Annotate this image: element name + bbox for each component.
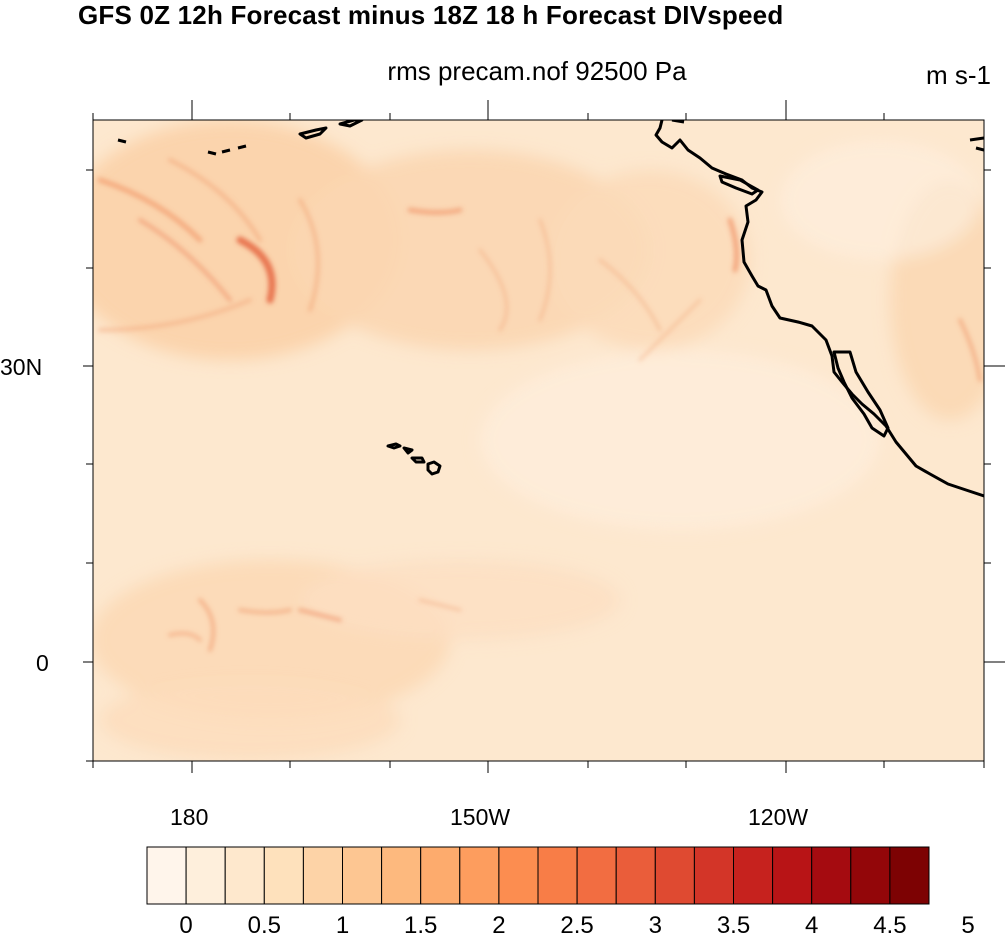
colorbar-swatch	[537, 846, 578, 905]
colorbar-swatch	[381, 846, 422, 905]
lat-label-0: 0	[36, 650, 49, 676]
colorbar-label: 0	[179, 912, 193, 939]
field-shading	[93, 120, 984, 761]
colorbar-swatch	[459, 846, 500, 905]
colorbar-swatch	[342, 846, 383, 905]
colorbar-swatch	[420, 846, 461, 905]
colorbar-swatch	[146, 846, 187, 905]
colorbar-label: 2.5	[560, 912, 594, 939]
colorbar-swatch	[654, 846, 695, 905]
colorbar-label: 2	[492, 912, 506, 939]
colorbar-label: 4	[805, 912, 819, 939]
colorbar-swatch	[850, 846, 891, 905]
colorbar-swatch	[733, 846, 774, 905]
colorbar-swatch	[615, 846, 656, 905]
axis-ticks	[83, 100, 1005, 773]
colorbar-label: 0.5	[247, 912, 281, 939]
colorbar	[146, 846, 930, 905]
plot-frame	[92, 119, 985, 762]
colorbar-swatch	[498, 846, 539, 905]
map-subtitle: rms precam.nof 92500 Pa	[387, 56, 687, 86]
lon-label-150w: 150W	[450, 804, 511, 830]
colorbar-swatch	[811, 846, 852, 905]
lon-label-180: 180	[170, 804, 209, 830]
colorbar-swatch	[185, 846, 226, 905]
colorbar-swatch	[772, 846, 813, 905]
colorbar-label: 5	[961, 912, 975, 939]
colorbar-swatch	[302, 846, 343, 905]
colorbar-swatch	[576, 846, 617, 905]
map-title: GFS 0Z 12h Forecast minus 18Z 18 h Forec…	[78, 0, 784, 30]
colorbar-swatch	[263, 846, 304, 905]
colorbar-label: 4.5	[873, 912, 907, 939]
units-label: m s-1	[926, 60, 991, 90]
colorbar-label: 1.5	[404, 912, 438, 939]
lat-label-30n: 30N	[0, 354, 43, 380]
lon-label-120w: 120W	[748, 804, 809, 830]
colorbar-swatch	[224, 846, 265, 905]
colorbar-label: 3	[648, 912, 662, 939]
colorbar-label: 1	[335, 912, 350, 939]
coastlines	[117, 120, 984, 498]
colorbar-swatch	[889, 846, 930, 905]
colorbar-swatch	[693, 846, 735, 905]
colorbar-label: 3.5	[716, 912, 751, 939]
